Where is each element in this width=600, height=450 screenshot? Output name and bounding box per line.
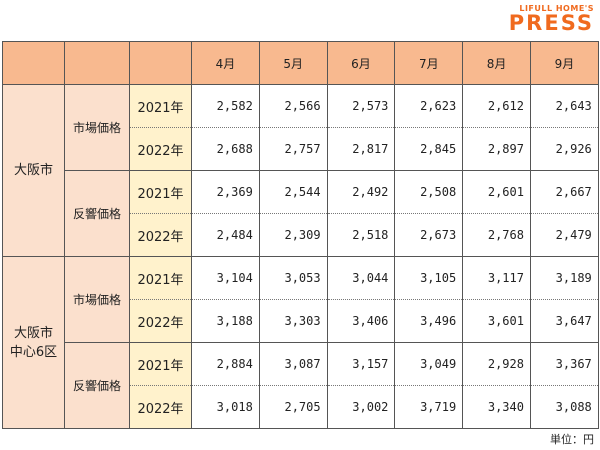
header-blank-type — [64, 41, 130, 85]
price-cell: 2,817 — [326, 127, 396, 171]
price-cell: 2,492 — [326, 170, 396, 214]
price-cell: 2,582 — [191, 84, 260, 128]
year-label: 2021年 — [129, 256, 192, 300]
header-blank-year — [129, 41, 192, 85]
price-cell: 2,508 — [394, 170, 464, 214]
city-label: 大阪市 中心6区 — [2, 256, 65, 429]
price-cell: 2,623 — [394, 84, 464, 128]
price-cell: 3,157 — [326, 342, 396, 386]
table-row: 大阪市 中心6区 市場価格 2021年 3,104 3,053 3,044 3,105 3,1… — [2, 256, 599, 429]
price-cell: 2,768 — [462, 213, 531, 257]
table-row: 大阪市 市場価格 2021年 2,582 2,566 2,573 2,623 2,612 2,6… — [2, 84, 599, 257]
price-cell: 3,104 — [191, 256, 260, 300]
header-blank-city — [2, 41, 65, 85]
price-cell: 2,688 — [191, 127, 260, 171]
price-cell: 2,757 — [258, 127, 328, 171]
price-cell: 2,479 — [529, 213, 599, 257]
year-label: 2022年 — [129, 385, 192, 429]
table-row: 2022年 3,018 2,705 3,002 3,719 3,340 3,088 — [3, 385, 599, 429]
price-cell: 2,573 — [326, 84, 396, 128]
price-cell: 3,087 — [258, 342, 328, 386]
year-label: 2022年 — [129, 127, 192, 171]
price-cell: 2,612 — [462, 84, 531, 128]
price-cell: 2,667 — [529, 170, 599, 214]
price-cell: 2,705 — [258, 385, 328, 429]
table-body: 大阪市 市場価格 2021年 2,582 2,566 2,573 2,623 2,612 2,6… — [2, 84, 599, 429]
price-cell: 2,601 — [462, 170, 531, 214]
table-row: 反響価格 2021年 2,884 3,087 3,157 3,049 2,928 3,367 — [3, 342, 599, 429]
price-cell: 3,088 — [529, 385, 599, 429]
header-row: 4月 5月 6月 7月 8月 9月 — [2, 41, 599, 85]
price-type-label: 市場価格 — [64, 84, 130, 171]
price-cell: 3,406 — [326, 299, 396, 343]
year-label: 2022年 — [129, 213, 192, 257]
price-cell: 2,928 — [462, 342, 531, 386]
year-label: 2022年 — [129, 299, 192, 343]
price-cell: 2,845 — [394, 127, 464, 171]
price-cell: 2,643 — [529, 84, 599, 128]
price-cell: 3,189 — [529, 256, 599, 300]
price-cell: 2,566 — [258, 84, 328, 128]
price-cell: 3,367 — [529, 342, 599, 386]
month-header: 5月 — [258, 41, 328, 85]
year-label: 2021年 — [129, 342, 192, 386]
price-table: 4月 5月 6月 7月 8月 9月 大阪市 市場価格 2021年 2,582 2,566… — [2, 41, 599, 429]
price-type-label: 反響価格 — [64, 170, 130, 257]
price-cell: 3,018 — [191, 385, 260, 429]
price-type-label: 反響価格 — [64, 342, 130, 429]
month-header: 8月 — [462, 41, 531, 85]
price-cell: 3,053 — [258, 256, 328, 300]
price-cell: 2,544 — [258, 170, 328, 214]
price-cell: 3,303 — [258, 299, 328, 343]
price-cell: 3,105 — [394, 256, 464, 300]
price-cell: 3,188 — [191, 299, 260, 343]
price-cell: 2,897 — [462, 127, 531, 171]
month-header: 9月 — [529, 41, 599, 85]
price-cell: 3,049 — [394, 342, 464, 386]
month-header: 4月 — [191, 41, 260, 85]
month-header: 7月 — [394, 41, 464, 85]
price-cell: 2,673 — [394, 213, 464, 257]
price-cell: 2,309 — [258, 213, 328, 257]
price-cell: 3,496 — [394, 299, 464, 343]
logo-top-text: LIFULL HOME'S — [519, 4, 594, 13]
month-header: 6月 — [326, 41, 396, 85]
table-row: 反響価格 2021年 2,369 2,544 2,492 2,508 2,601 2,667 — [3, 170, 599, 257]
city-label: 大阪市 — [2, 84, 65, 257]
price-cell: 3,647 — [529, 299, 599, 343]
table-row: 2022年 2,484 2,309 2,518 2,673 2,768 2,479 — [3, 213, 599, 257]
year-label: 2021年 — [129, 170, 192, 214]
price-cell: 2,884 — [191, 342, 260, 386]
year-label: 2021年 — [129, 84, 192, 128]
price-cell: 3,117 — [462, 256, 531, 300]
logo-main-text: PRESS — [508, 11, 594, 35]
price-cell: 2,369 — [191, 170, 260, 214]
unit-label: 単位：円 — [550, 433, 594, 446]
price-cell: 2,518 — [326, 213, 396, 257]
price-cell: 3,719 — [394, 385, 464, 429]
price-cell: 2,926 — [529, 127, 599, 171]
table-row: 2022年 2,688 2,757 2,817 2,845 2,897 2,926 — [3, 127, 599, 171]
price-cell: 3,002 — [326, 385, 396, 429]
price-type-label: 市場価格 — [64, 256, 130, 343]
price-cell: 2,484 — [191, 213, 260, 257]
price-cell: 3,044 — [326, 256, 396, 300]
brand-logo: LIFULL HOME'S PRESS — [508, 4, 594, 35]
price-cell: 3,601 — [462, 299, 531, 343]
price-cell: 3,340 — [462, 385, 531, 429]
